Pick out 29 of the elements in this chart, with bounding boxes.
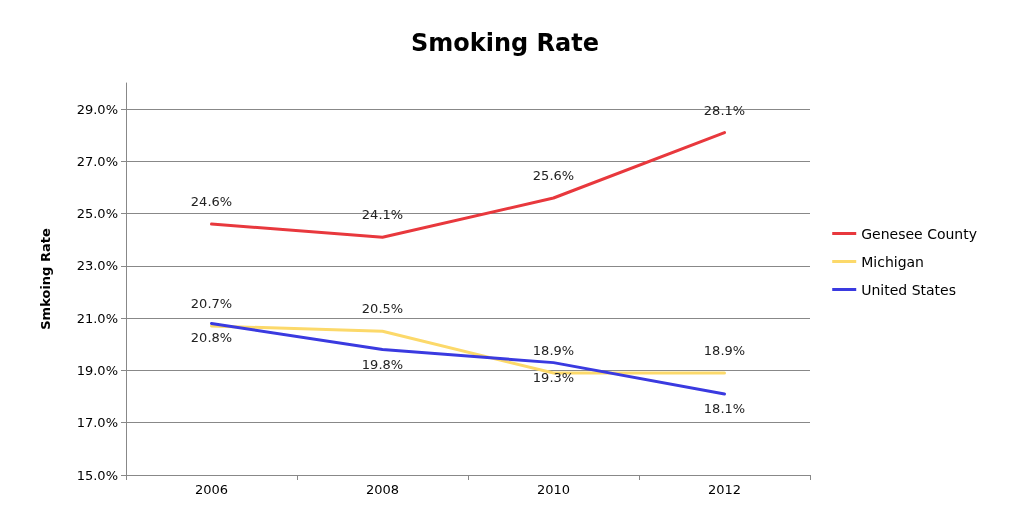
data-label: 20.7% [190, 296, 233, 312]
legend-label: United States [861, 281, 957, 298]
legend-label: Michigan [861, 253, 924, 270]
data-label: 25.6% [532, 167, 575, 183]
data-label: 20.5% [361, 301, 404, 317]
x-tick-label: 2012 [707, 482, 742, 497]
data-label: 19.3% [532, 369, 575, 385]
data-label: 24.6% [190, 194, 233, 210]
x-tick-label: 2006 [194, 482, 229, 497]
y-axis-title: Smkoing Rate [38, 228, 53, 330]
y-tick-label: 29.0% [76, 101, 118, 117]
x-tick-label: 2010 [536, 482, 571, 497]
data-label: 19.8% [361, 356, 404, 372]
data-label: 18.1% [703, 400, 746, 416]
data-label: 24.1% [361, 207, 404, 223]
data-label: 20.8% [190, 330, 233, 346]
x-tick-label: 2008 [365, 482, 400, 497]
data-label: 18.9% [703, 343, 746, 359]
y-tick-label: 21.0% [76, 310, 118, 326]
y-tick-label: 19.0% [76, 362, 118, 378]
data-label: 28.1% [703, 102, 746, 118]
y-tick-label: 17.0% [76, 415, 118, 431]
y-tick-label: 23.0% [76, 258, 118, 274]
y-tick-label: 27.0% [76, 153, 118, 169]
y-tick-label: 25.0% [76, 206, 118, 222]
y-tick-label: 15.0% [76, 467, 118, 483]
legend-label: Genesee County [861, 225, 977, 242]
data-label: 18.9% [532, 343, 575, 359]
chart-title: Smoking Rate [410, 29, 600, 57]
